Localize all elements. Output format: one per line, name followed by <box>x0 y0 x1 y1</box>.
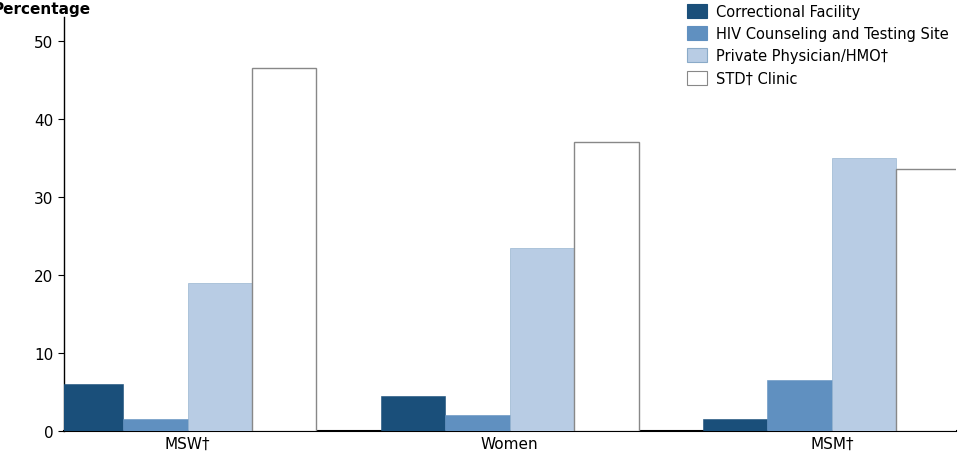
Bar <box>187 283 252 431</box>
Text: Percentage: Percentage <box>0 2 90 17</box>
Bar <box>59 384 123 431</box>
Bar <box>445 415 510 431</box>
Bar <box>381 396 445 431</box>
Bar <box>897 170 960 431</box>
Bar <box>252 69 317 431</box>
Bar <box>574 143 638 431</box>
Legend: Correctional Facility, HIV Counseling and Testing Site, Private Physician/HMO†, : Correctional Facility, HIV Counseling an… <box>686 5 948 86</box>
Bar <box>123 420 187 431</box>
Bar <box>832 158 897 431</box>
Bar <box>510 248 574 431</box>
Bar <box>703 420 767 431</box>
Bar <box>767 380 832 431</box>
